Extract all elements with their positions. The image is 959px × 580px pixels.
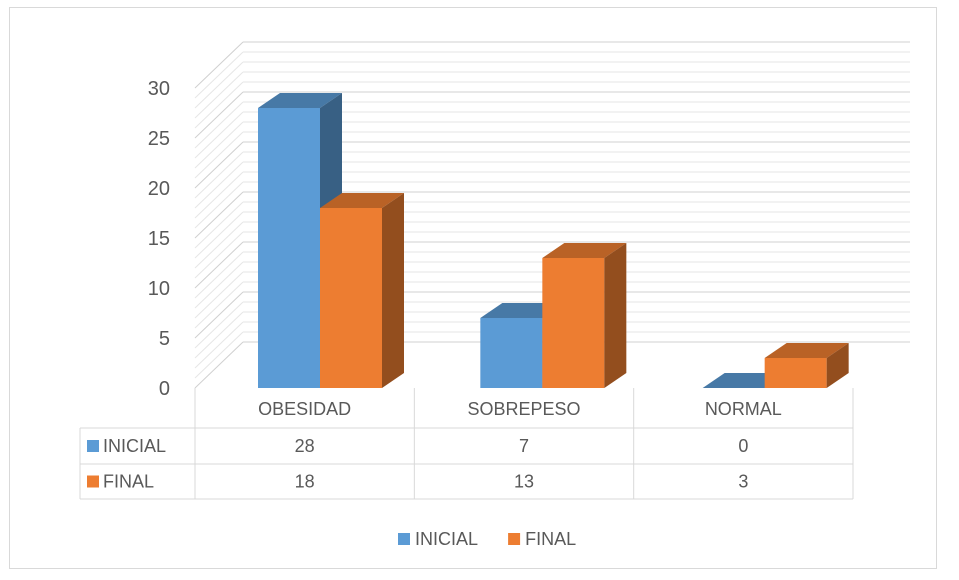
table-cell-value: 3 — [738, 472, 748, 492]
y-tick-label: 25 — [148, 128, 170, 150]
gridline-diagonal — [194, 101, 244, 149]
gridline-diagonal — [194, 331, 244, 379]
bar-top — [764, 343, 849, 358]
category-label: OBESIDAD — [258, 399, 351, 419]
gridline-diagonal — [194, 151, 244, 199]
chart-frame — [9, 7, 937, 569]
y-tick-label: 5 — [159, 328, 170, 350]
gridline-diagonal — [194, 311, 244, 359]
gridline-diagonal — [194, 241, 244, 289]
gridline-diagonal — [194, 291, 244, 339]
gridline-diagonal — [194, 191, 244, 239]
gridline-diagonal — [194, 251, 244, 299]
y-axis-ticks: 0 5 10 15 20 25 30 — [148, 78, 170, 400]
gridline-diagonal — [194, 281, 244, 329]
gridline-diagonal — [194, 221, 244, 269]
bar-front — [258, 108, 320, 388]
table-cell-value: 13 — [514, 472, 534, 492]
table-cell-value: 7 — [519, 436, 529, 456]
bar-front — [320, 208, 382, 388]
gridline-diagonal — [194, 91, 244, 139]
gridline-diagonal — [194, 161, 244, 209]
gridline-diagonal — [194, 271, 244, 319]
y-tick-label: 30 — [148, 78, 170, 100]
table-cell-value: 28 — [295, 436, 315, 456]
bar-side — [604, 243, 627, 388]
gridline-diagonal — [194, 171, 244, 219]
bar-top — [542, 243, 627, 258]
legend-label: INICIAL — [415, 529, 478, 549]
gridline-diagonal — [194, 231, 244, 279]
gridline-diagonal — [194, 131, 244, 179]
bar-top — [258, 93, 342, 108]
gridline-diagonal — [194, 321, 244, 369]
gridline-diagonal — [194, 201, 244, 249]
y-tick-label: 15 — [148, 228, 170, 250]
data-table: OBESIDAD SOBREPESO NORMAL INICIAL 28 7 0 FINAL 1… — [79, 388, 854, 500]
y-tick-label: 0 — [159, 378, 170, 400]
gridline-diagonal — [194, 261, 244, 309]
legend-swatch — [508, 533, 521, 545]
category-label: SOBREPESO — [467, 399, 580, 419]
table-series-label: FINAL — [103, 472, 154, 492]
y-tick-label: 10 — [148, 278, 170, 300]
gridline-diagonal — [194, 111, 244, 159]
gridline-diagonal — [194, 81, 244, 129]
bar — [542, 243, 627, 388]
table-series-label: INICIAL — [103, 436, 166, 456]
legend: INICIAL FINAL — [398, 529, 576, 549]
bar-side — [826, 343, 849, 388]
gridline-diagonal — [194, 301, 244, 349]
gridline-diagonal — [194, 71, 244, 119]
legend-swatch — [398, 533, 410, 545]
bar-top — [320, 193, 404, 208]
gridline-diagonal — [194, 181, 244, 229]
legend-label: FINAL — [525, 529, 576, 549]
bar — [320, 193, 404, 388]
gridline-diagonal — [194, 141, 244, 189]
gridline-diagonal — [194, 41, 244, 89]
gridline-diagonal — [194, 341, 244, 389]
bar — [764, 343, 849, 388]
gridline-diagonal — [194, 211, 244, 259]
table-series-swatch — [87, 475, 99, 488]
table-cell-value: 18 — [295, 472, 315, 492]
bar-front — [480, 318, 543, 388]
y-tick-label: 20 — [148, 178, 170, 200]
bar-front — [764, 358, 827, 388]
bar-side — [382, 193, 404, 388]
gridline-diagonal — [194, 61, 244, 109]
bars — [258, 93, 849, 388]
table-cell-value: 0 — [738, 436, 748, 456]
table-series-swatch — [87, 440, 99, 452]
gridline-diagonal — [194, 121, 244, 169]
category-label: NORMAL — [705, 399, 782, 419]
bar-front — [542, 258, 605, 388]
gridline-diagonal — [194, 51, 244, 99]
